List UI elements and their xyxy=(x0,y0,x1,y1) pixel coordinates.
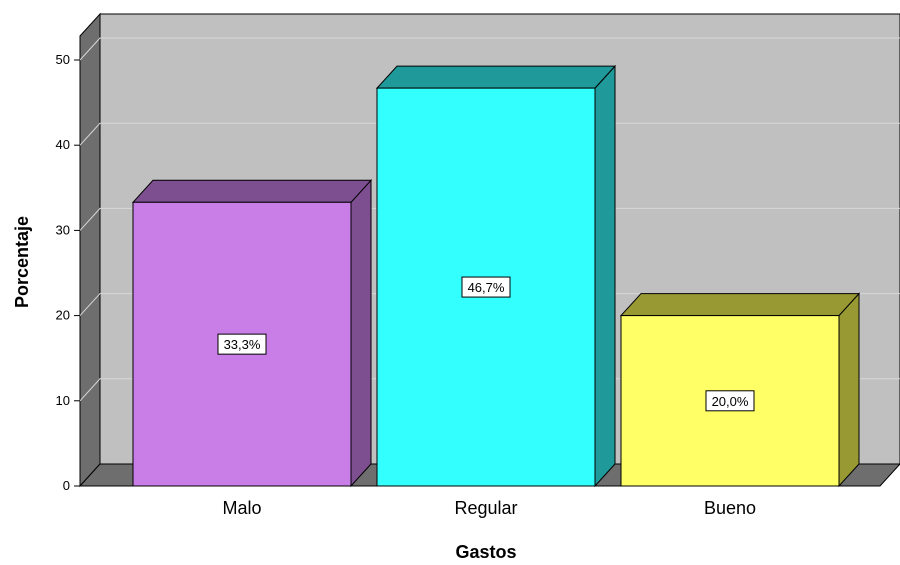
data-label-box xyxy=(217,333,267,355)
bar-side xyxy=(350,178,372,488)
data-label: 33,3% xyxy=(224,337,261,352)
x-axis-category-labels: Malo Regular Bueno xyxy=(222,498,756,518)
y-tick-label: 40 xyxy=(56,137,70,152)
x-category-label: Regular xyxy=(454,498,517,518)
y-tick-label: 20 xyxy=(56,308,70,323)
bar-group: 20,0% xyxy=(619,292,861,488)
y-axis-title: Porcentaje xyxy=(12,216,32,308)
bar-top xyxy=(619,293,861,317)
bar-side xyxy=(838,292,860,488)
bar-group: 33,3% xyxy=(131,178,373,488)
bar-top xyxy=(131,179,373,203)
chart-side-wall xyxy=(79,12,101,488)
bar-side xyxy=(594,64,616,488)
y-tick-label: 30 xyxy=(56,222,70,237)
y-tick-label: 0 xyxy=(63,478,70,493)
x-category-label: Malo xyxy=(222,498,261,518)
bars: 33,3% 46,7% 20,0% xyxy=(131,64,861,488)
x-axis-title: Gastos xyxy=(455,542,516,562)
gridline xyxy=(79,207,900,231)
gridline xyxy=(79,293,900,316)
bar-group: 46,7% xyxy=(375,64,617,488)
x-category-label: Bueno xyxy=(704,498,756,518)
data-label: 20,0% xyxy=(712,394,749,409)
gridlines xyxy=(74,37,900,487)
gridline xyxy=(79,37,900,61)
y-tick-label: 50 xyxy=(56,52,70,67)
bar-top xyxy=(375,65,617,89)
y-tick-label: 10 xyxy=(56,393,70,408)
data-label: 46,7% xyxy=(468,280,505,295)
gridline xyxy=(79,122,900,146)
data-label-box xyxy=(461,276,511,298)
y-axis-ticks: 0 10 20 30 40 50 xyxy=(56,52,70,493)
data-label-box xyxy=(705,390,755,412)
